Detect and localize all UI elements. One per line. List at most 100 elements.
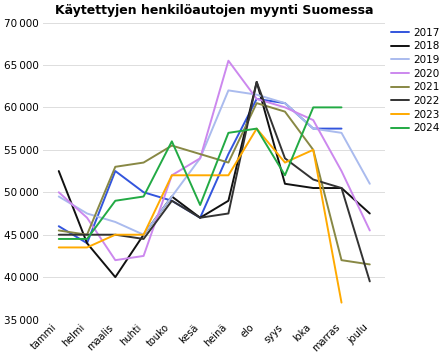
2018 xyxy=(141,233,146,237)
2021 xyxy=(282,110,288,114)
2019 xyxy=(282,101,288,105)
2020 xyxy=(113,258,118,262)
2020 xyxy=(226,59,231,63)
2022 xyxy=(169,199,174,203)
2018 xyxy=(56,169,61,173)
2022 xyxy=(198,216,203,220)
2022 xyxy=(367,279,373,284)
Line: 2023: 2023 xyxy=(59,129,341,303)
2020 xyxy=(84,216,90,220)
2019 xyxy=(226,88,231,93)
2022 xyxy=(84,233,90,237)
2023 xyxy=(282,160,288,165)
2021 xyxy=(113,165,118,169)
2018 xyxy=(84,241,90,245)
2020 xyxy=(310,118,316,122)
2020 xyxy=(254,97,259,101)
2018 xyxy=(254,80,259,84)
2021 xyxy=(310,148,316,152)
2017 xyxy=(339,126,344,131)
2022 xyxy=(113,233,118,237)
2022 xyxy=(339,186,344,190)
Legend: 2017, 2018, 2019, 2020, 2021, 2022, 2023, 2024: 2017, 2018, 2019, 2020, 2021, 2022, 2023… xyxy=(391,28,440,133)
2020 xyxy=(367,228,373,233)
2024 xyxy=(339,105,344,110)
2023 xyxy=(339,300,344,305)
2018 xyxy=(198,216,203,220)
2019 xyxy=(169,194,174,199)
2022 xyxy=(310,177,316,182)
2022 xyxy=(56,233,61,237)
2024 xyxy=(56,237,61,241)
2017 xyxy=(169,199,174,203)
2022 xyxy=(226,211,231,216)
2020 xyxy=(141,254,146,258)
2020 xyxy=(56,190,61,194)
2024 xyxy=(198,203,203,207)
2023 xyxy=(56,245,61,250)
2023 xyxy=(84,245,90,250)
2017 xyxy=(254,97,259,101)
2021 xyxy=(141,160,146,165)
Title: Käytettyjen henkilöautojen myynti Suomessa: Käytettyjen henkilöautojen myynti Suomes… xyxy=(55,4,373,17)
Line: 2019: 2019 xyxy=(59,91,370,235)
2021 xyxy=(84,233,90,237)
Line: 2022: 2022 xyxy=(59,82,370,281)
2017 xyxy=(56,224,61,228)
2018 xyxy=(113,275,118,279)
2019 xyxy=(367,182,373,186)
2021 xyxy=(367,262,373,267)
2019 xyxy=(339,131,344,135)
2024 xyxy=(226,131,231,135)
2018 xyxy=(339,186,344,190)
2017 xyxy=(226,152,231,156)
2024 xyxy=(282,173,288,178)
2021 xyxy=(254,101,259,105)
2019 xyxy=(141,233,146,237)
2024 xyxy=(141,194,146,199)
2023 xyxy=(113,233,118,237)
2020 xyxy=(339,169,344,173)
2018 xyxy=(226,199,231,203)
2017 xyxy=(113,169,118,173)
2017 xyxy=(310,126,316,131)
2019 xyxy=(113,220,118,224)
2020 xyxy=(198,156,203,160)
2023 xyxy=(141,233,146,237)
2021 xyxy=(198,152,203,156)
2024 xyxy=(169,139,174,144)
2023 xyxy=(254,126,259,131)
2020 xyxy=(282,105,288,110)
Line: 2017: 2017 xyxy=(59,99,341,243)
2018 xyxy=(367,211,373,216)
2022 xyxy=(254,80,259,84)
2019 xyxy=(254,92,259,97)
2021 xyxy=(339,258,344,262)
2020 xyxy=(169,173,174,178)
2018 xyxy=(310,186,316,190)
2023 xyxy=(310,148,316,152)
Line: 2024: 2024 xyxy=(59,107,341,239)
2017 xyxy=(141,190,146,194)
Line: 2020: 2020 xyxy=(59,61,370,260)
Line: 2021: 2021 xyxy=(59,103,370,265)
2017 xyxy=(282,101,288,105)
Line: 2018: 2018 xyxy=(59,82,370,277)
2024 xyxy=(310,105,316,110)
2022 xyxy=(141,237,146,241)
2022 xyxy=(282,156,288,160)
2019 xyxy=(84,211,90,216)
2021 xyxy=(56,228,61,233)
2024 xyxy=(84,237,90,241)
2018 xyxy=(169,194,174,199)
2019 xyxy=(56,194,61,199)
2024 xyxy=(254,126,259,131)
2021 xyxy=(169,144,174,148)
2017 xyxy=(84,241,90,245)
2023 xyxy=(169,173,174,178)
2023 xyxy=(226,173,231,178)
2021 xyxy=(226,160,231,165)
2019 xyxy=(198,156,203,160)
2019 xyxy=(310,126,316,131)
2018 xyxy=(282,182,288,186)
